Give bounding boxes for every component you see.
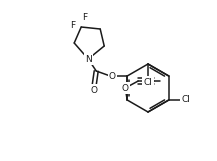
Text: Cl: Cl [181, 95, 190, 104]
Text: O: O [122, 84, 129, 93]
Text: N: N [85, 55, 92, 63]
Text: F: F [82, 13, 87, 22]
Text: F: F [70, 20, 75, 29]
Text: O: O [91, 85, 98, 95]
Text: O: O [109, 71, 116, 80]
Text: Cl: Cl [144, 77, 152, 86]
